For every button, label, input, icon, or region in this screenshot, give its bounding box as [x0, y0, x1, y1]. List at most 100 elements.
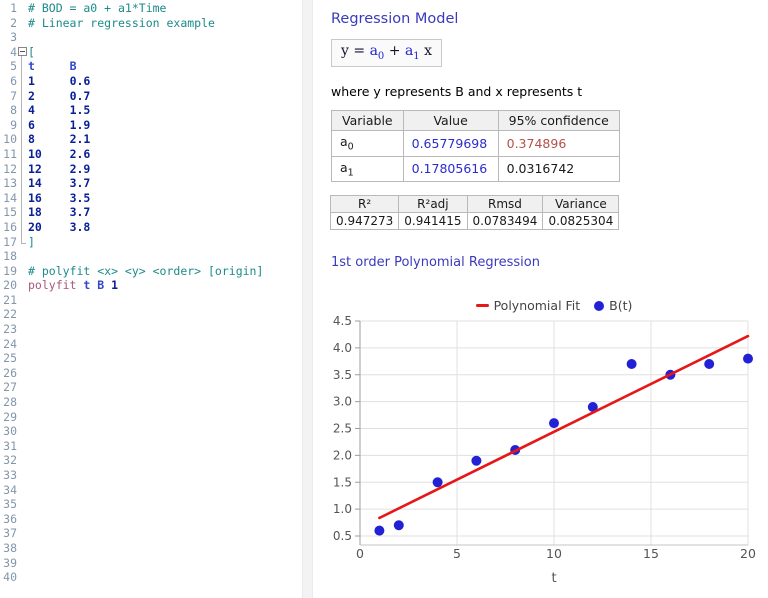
line-number: 5: [10, 59, 17, 74]
equation-term: +: [388, 43, 401, 59]
editor-line[interactable]: 15 18 3.7: [0, 205, 302, 220]
editor-line[interactable]: 33: [0, 468, 302, 483]
stats-table: R² R²adj Rmsd Variance 0.947273 0.941415 0.07…: [329, 195, 620, 230]
editor-line[interactable]: 20 polyfit t B 1: [0, 278, 302, 293]
fold-guide-end: [21, 243, 26, 244]
editor-line[interactable]: 14 16 3.5: [0, 191, 302, 206]
editor-line[interactable]: 7 2 0.7: [0, 89, 302, 104]
fold-margin: [17, 366, 28, 381]
chart-legend: Polynomial Fit B(t): [360, 298, 748, 313]
value-cell: 0.65779698: [402, 130, 499, 157]
y-tick-label: 2.5: [333, 422, 352, 436]
editor-line[interactable]: 23: [0, 322, 302, 337]
line-number: 9: [10, 117, 17, 132]
editor-line[interactable]: 30: [0, 424, 302, 439]
fold-margin: [17, 176, 28, 191]
editor-line[interactable]: 38: [0, 541, 302, 556]
fold-margin: [17, 118, 28, 133]
editor-line[interactable]: 13 14 3.7: [0, 176, 302, 191]
code-text: 10 2.6: [28, 146, 91, 161]
where-text: where y represents B and x represents t: [331, 84, 583, 99]
editor-line[interactable]: 22: [0, 307, 302, 322]
code-text: # BOD = a0 + a1*Time: [28, 1, 167, 15]
line-number: 16: [3, 219, 17, 234]
vertical-scrollbar[interactable]: [302, 0, 313, 598]
code-text: ]: [28, 234, 35, 249]
editor-line[interactable]: 34: [0, 483, 302, 498]
editor-line[interactable]: 18: [0, 249, 302, 264]
fold-margin: [17, 307, 28, 322]
table-row: a0 0.65779698 0.374896: [331, 130, 620, 157]
table-row: a1 0.17805616 0.0316742: [331, 155, 620, 182]
code-text: 14 3.7: [28, 176, 91, 191]
fold-margin: [17, 205, 28, 220]
line-number: 21: [3, 292, 17, 307]
editor-line[interactable]: 28: [0, 395, 302, 410]
editor-line[interactable]: 16 20 3.8: [0, 220, 302, 235]
editor-line[interactable]: 17]: [0, 235, 302, 250]
line-number: 39: [3, 555, 17, 570]
editor-line[interactable]: 27: [0, 380, 302, 395]
editor-line[interactable]: 32: [0, 453, 302, 468]
editor-line[interactable]: 12 12 2.9: [0, 162, 302, 177]
stats-value-cell: 0.0783494: [466, 212, 544, 230]
data-point: [393, 520, 404, 531]
line-swatch-icon: [475, 304, 489, 307]
editor-line[interactable]: 29: [0, 410, 302, 425]
fold-margin: [17, 483, 28, 498]
code-text: # polyfit <x> <y> <order> [origin]: [28, 263, 264, 278]
variable-cell: a0: [331, 130, 404, 157]
line-number: 10: [3, 132, 17, 147]
editor-line[interactable]: 1 # BOD = a0 + a1*Time: [0, 1, 302, 16]
y-tick-label: 1.5: [333, 475, 352, 489]
fold-margin: [17, 424, 28, 439]
code-text: 18 3.7: [28, 205, 91, 220]
fold-margin: [17, 103, 28, 118]
line-number: 33: [3, 468, 17, 482]
editor-line[interactable]: 11 10 2.6: [0, 147, 302, 162]
editor-line[interactable]: 2 # Linear regression example: [0, 16, 302, 31]
editor-line[interactable]: 26: [0, 366, 302, 381]
editor-line[interactable]: 40: [0, 570, 302, 585]
editor-line[interactable]: 5 t B: [0, 59, 302, 74]
editor-line[interactable]: 37: [0, 526, 302, 541]
fold-guide-line: [21, 56, 22, 243]
code-text: 2 0.7: [28, 88, 91, 103]
editor-line[interactable]: 3: [0, 30, 302, 45]
y-tick-label: 1.0: [333, 502, 352, 516]
editor-line[interactable]: 35: [0, 497, 302, 512]
fold-margin: [17, 59, 28, 74]
line-number: 8: [10, 103, 17, 118]
editor-line[interactable]: 25: [0, 351, 302, 366]
data-point: [374, 525, 385, 536]
code-text: 8 2.1: [28, 132, 91, 147]
line-number: 27: [3, 380, 17, 395]
line-number: 15: [3, 205, 17, 220]
line-number: 40: [3, 570, 17, 585]
stats-value-cell: 0.0825304: [542, 212, 620, 230]
editor-line[interactable]: 31: [0, 439, 302, 454]
editor-line[interactable]: 19 # polyfit <x> <y> <order> [origin]: [0, 264, 302, 279]
legend-label: Polynomial Fit: [493, 298, 581, 313]
fold-margin: [17, 351, 28, 366]
equation-term: =: [353, 43, 366, 59]
data-point: [626, 359, 637, 369]
equation-term: 0: [377, 50, 385, 62]
editor-line[interactable]: 6 1 0.6: [0, 74, 302, 89]
editor-line[interactable]: 4[: [0, 45, 302, 60]
editor-line[interactable]: 8 4 1.5: [0, 103, 302, 118]
editor-line[interactable]: 10 8 2.1: [0, 132, 302, 147]
editor-line[interactable]: 24: [0, 337, 302, 352]
fold-margin: [17, 337, 28, 352]
code-text: 20 3.8: [28, 219, 91, 234]
equation-term: y: [341, 43, 349, 59]
line-number: 14: [3, 190, 17, 205]
fold-collapse-icon[interactable]: [18, 46, 27, 56]
value-cell: 0.17805616: [402, 155, 499, 182]
editor-line[interactable]: 39: [0, 556, 302, 571]
code-editor[interactable]: 1 # BOD = a0 + a1*Time 2 # Linear regressio…: [0, 0, 302, 598]
editor-line[interactable]: 9 6 1.9: [0, 118, 302, 133]
editor-line[interactable]: 36: [0, 512, 302, 527]
editor-line[interactable]: 21: [0, 293, 302, 308]
fold-margin: [17, 132, 28, 147]
